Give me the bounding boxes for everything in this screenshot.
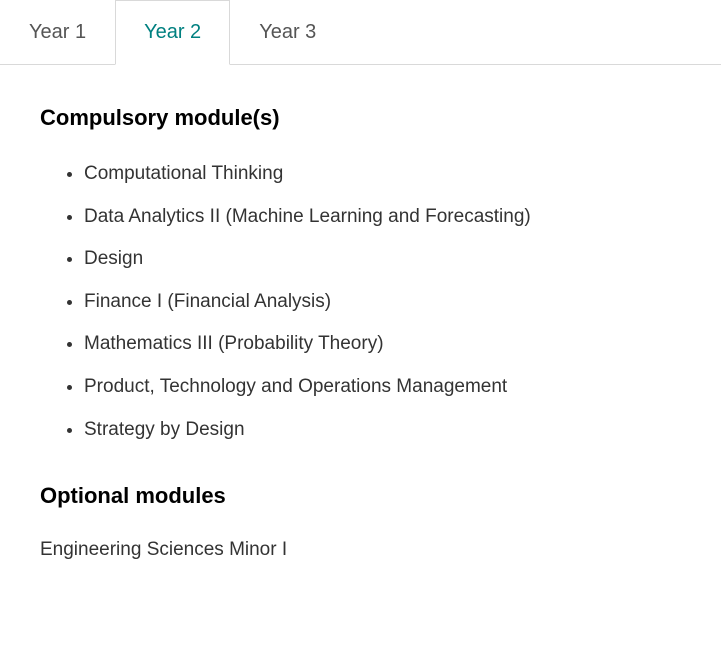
list-item: Design — [84, 246, 681, 273]
tab-content: Compulsory module(s) Computational Think… — [0, 65, 721, 561]
tab-year-2[interactable]: Year 2 — [115, 0, 230, 65]
compulsory-module-list: Computational Thinking Data Analytics II… — [40, 161, 681, 443]
list-item: Data Analytics II (Machine Learning and … — [84, 204, 681, 231]
list-item: Product, Technology and Operations Manag… — [84, 374, 681, 401]
list-item: Strategy by Design — [84, 417, 681, 444]
list-item: Finance I (Financial Analysis) — [84, 289, 681, 316]
tab-year-1[interactable]: Year 1 — [0, 0, 115, 64]
compulsory-heading: Compulsory module(s) — [40, 105, 681, 131]
list-item: Mathematics III (Probability Theory) — [84, 331, 681, 358]
list-item: Computational Thinking — [84, 161, 681, 188]
optional-module-text: Engineering Sciences Minor I — [40, 539, 681, 561]
tab-year-3[interactable]: Year 3 — [230, 0, 345, 64]
tabs-container: Year 1 Year 2 Year 3 — [0, 0, 721, 65]
optional-heading: Optional modules — [40, 483, 681, 509]
